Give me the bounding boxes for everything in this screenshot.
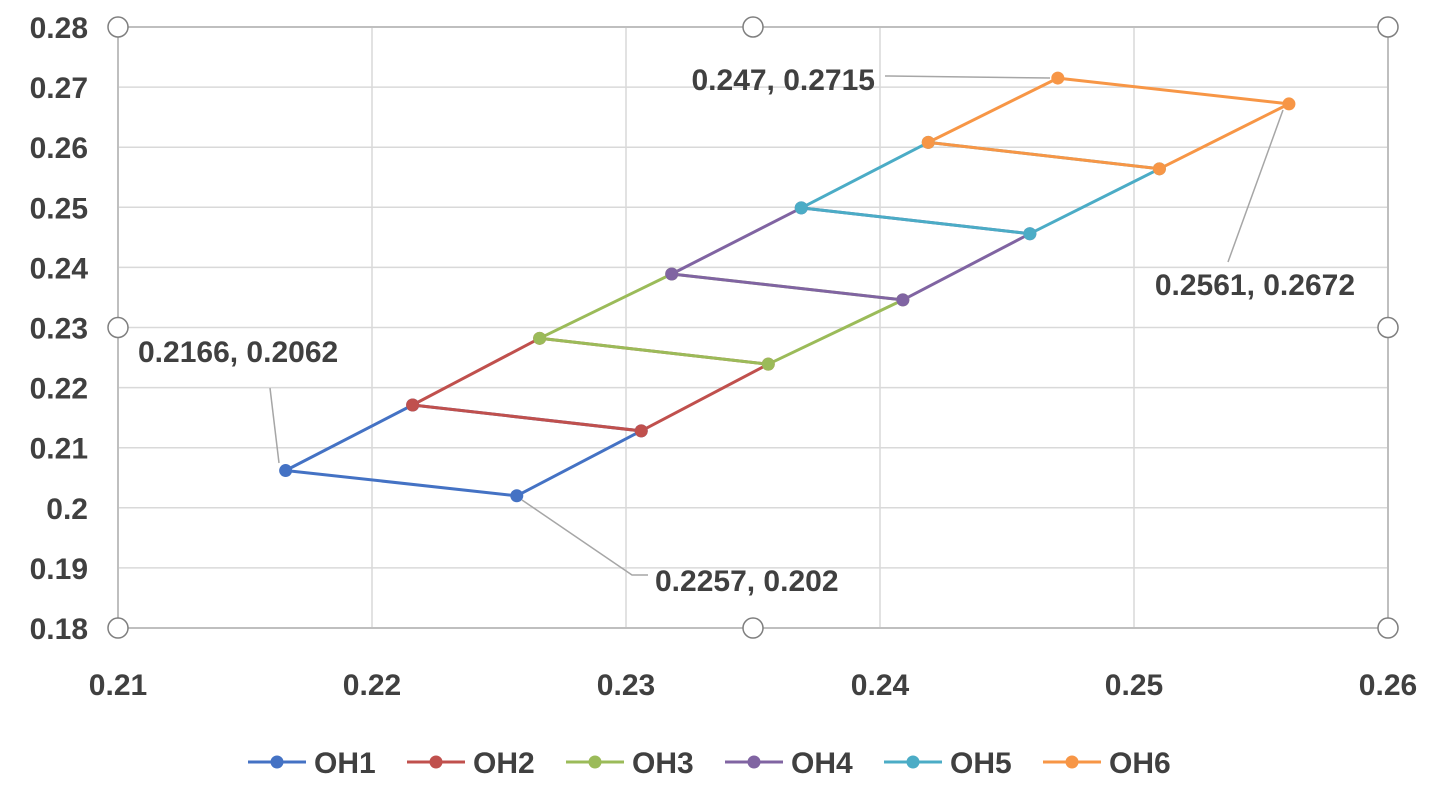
data-point-oh5 [1023,227,1037,241]
gridlines [117,26,1389,629]
data-point-oh3 [761,357,775,371]
y-tick-label: 0.23 [30,313,88,346]
legend-item-oh4: OH4 [725,747,853,780]
legend-item-oh6: OH6 [1043,747,1171,780]
legend-swatch-marker [588,755,602,769]
resize-handle[interactable] [1377,617,1399,639]
legend-label: OH5 [950,747,1012,780]
legend-swatch-marker [429,755,443,769]
data-point-oh6 [1282,97,1296,111]
x-tick-label: 0.22 [343,669,401,702]
series-markers [279,71,1296,503]
data-point-oh5 [794,201,808,215]
series-line-oh2 [411,336,770,433]
data-label: 0.2561, 0.2672 [1155,269,1355,302]
y-tick-label: 0.19 [30,553,88,586]
y-tick-label: 0.21 [30,433,88,466]
annotation-leader-line [521,499,648,576]
legend-swatch-marker [1065,755,1079,769]
annotation-labels: 0.2166, 0.2062 0.2257, 0.202 0.247, 0.2715… [138,64,1355,598]
legend-swatch-marker [906,755,920,769]
series-line-oh5 [800,140,1161,236]
series-line-oh1 [284,403,643,498]
y-tick-label: 0.28 [30,12,88,45]
y-tick-label: 0.26 [30,132,88,165]
data-label: 0.2166, 0.2062 [138,336,338,369]
legend-label: OH2 [473,747,535,780]
y-tick-label: 0.24 [30,252,89,285]
data-point-oh2 [406,398,420,412]
resize-handle[interactable] [107,16,129,38]
resize-handle[interactable] [1377,16,1399,38]
y-tick-label: 0.25 [30,192,88,225]
series-line-oh3 [538,272,905,366]
legend-label: OH3 [632,747,694,780]
y-tick-label: 0.27 [30,72,88,105]
data-label: 0.2257, 0.202 [655,565,839,598]
legend-label: OH1 [314,747,376,780]
y-tick-label: 0.18 [30,613,88,646]
data-point-oh1 [279,464,293,478]
annotation-leader-line [1227,109,1284,263]
data-point-oh3 [533,331,547,345]
selection-handles[interactable] [107,16,1399,639]
data-point-oh6 [1152,162,1166,176]
legend: OH1 OH2 OH3 OH4 OH5 OH6 [248,747,1171,780]
legend-label: OH6 [1109,747,1171,780]
legend-item-oh2: OH2 [407,747,535,780]
data-point-oh1 [510,489,524,503]
x-tick-label: 0.24 [851,669,910,702]
annotation-leader-lines [269,75,1284,576]
x-tick-label: 0.23 [597,669,655,702]
x-tick-label: 0.25 [1105,669,1163,702]
resize-handle[interactable] [107,617,129,639]
resize-handle[interactable] [742,617,764,639]
resize-handle[interactable] [107,316,129,339]
resize-handle[interactable] [742,16,764,38]
resize-handle[interactable] [1377,316,1399,339]
annotation-leader-line [884,75,1051,79]
data-point-oh4 [896,293,910,307]
data-point-oh4 [665,267,679,281]
legend-swatch-marker [747,755,761,769]
series-line-oh4 [671,206,1032,302]
x-tick-label: 0.21 [89,669,147,702]
series-lines [284,76,1291,498]
data-point-oh6 [921,135,935,149]
y-tick-label: 0.2 [46,493,88,526]
legend-item-oh3: OH3 [566,747,694,780]
x-tick-label: 0.26 [1359,669,1417,702]
data-label: 0.247, 0.2715 [691,64,875,97]
y-tick-label: 0.22 [30,373,88,406]
series-line-oh6 [927,76,1291,171]
legend-label: OH4 [791,747,853,780]
legend-item-oh5: OH5 [884,747,1012,780]
annotation-leader-line [269,387,280,464]
data-point-oh6 [1051,71,1065,85]
data-point-oh2 [634,424,648,438]
legend-item-oh1: OH1 [248,747,376,780]
legend-swatch-marker [270,755,284,769]
